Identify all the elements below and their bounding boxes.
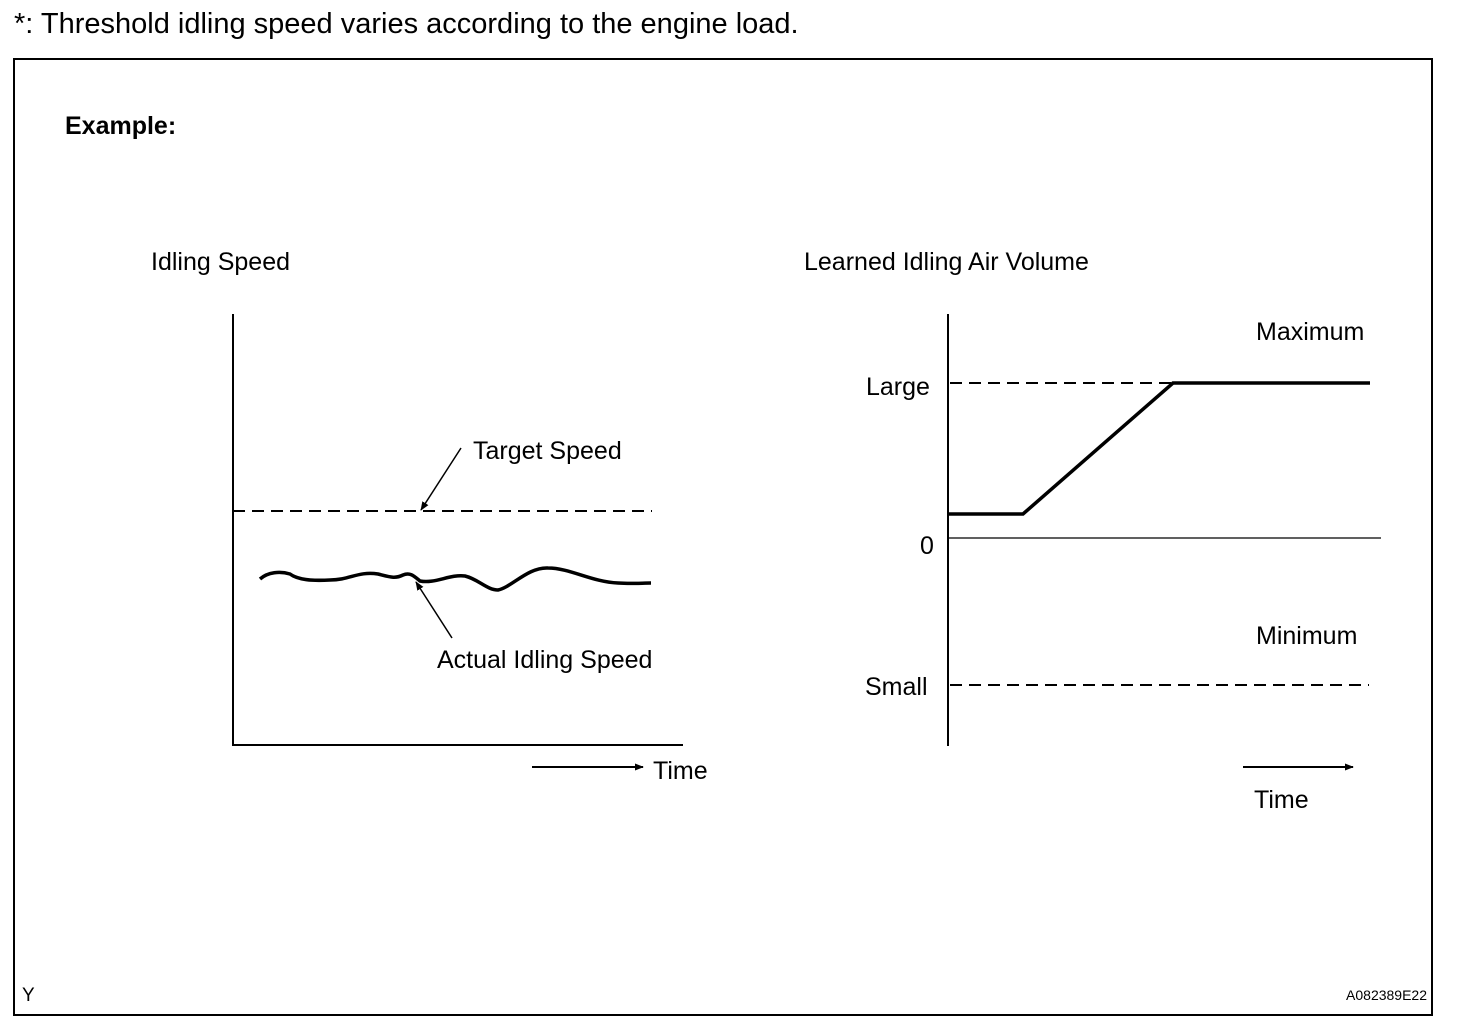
corner-mark-y: Y — [22, 985, 35, 1006]
actual-speed-pointer — [415, 581, 453, 639]
large-label: Large — [866, 373, 930, 401]
zero-label: 0 — [920, 532, 934, 560]
actual-idling-speed-label: Actual Idling Speed — [437, 646, 652, 674]
learned-air-volume-line — [949, 381, 1370, 516]
example-label: Example: — [65, 112, 176, 140]
actual-idling-speed-curve — [258, 566, 652, 592]
figure-code: A082389E22 — [1346, 987, 1427, 1003]
threshold-note: *: Threshold idling speed varies accordi… — [14, 8, 799, 40]
minimum-label: Minimum — [1256, 622, 1357, 650]
target-speed-label: Target Speed — [473, 437, 622, 465]
left-chart-title: Idling Speed — [151, 248, 290, 276]
right-chart-title: Learned Idling Air Volume — [804, 248, 1089, 276]
left-time-label: Time — [653, 757, 708, 785]
maximum-label: Maximum — [1256, 318, 1364, 346]
target-speed-pointer — [420, 447, 462, 511]
small-label: Small — [865, 673, 928, 701]
diagram-frame — [13, 58, 1433, 1016]
right-time-label: Time — [1254, 786, 1309, 814]
